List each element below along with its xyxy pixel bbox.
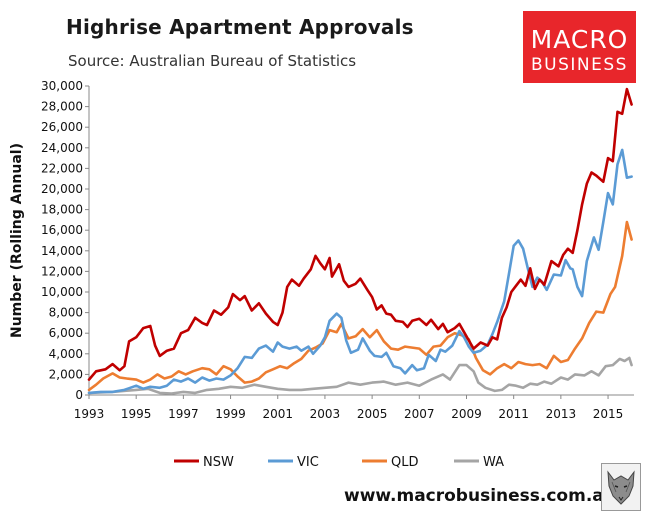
x-tick-label: 1997 — [168, 407, 199, 421]
x-tick-label: 2003 — [310, 407, 341, 421]
y-tick-label: 26,000 — [41, 120, 83, 134]
x-tick-label: 1995 — [121, 407, 152, 421]
y-tick-label: 6,000 — [49, 326, 83, 340]
y-tick-label: 28,000 — [41, 100, 83, 114]
series-line-vic — [87, 148, 633, 395]
y-tick-label: 2,000 — [49, 367, 83, 381]
series-line-wa — [87, 356, 633, 395]
legend-label-nsw: NSW — [203, 455, 234, 470]
x-tick-label: 2009 — [451, 407, 482, 421]
legend-label-wa: WA — [483, 455, 504, 470]
y-tick-label: 22,000 — [41, 161, 83, 175]
y-tick-label: 8,000 — [49, 306, 83, 320]
x-tick-label: 2015 — [593, 407, 624, 421]
y-tick-label: 4,000 — [49, 347, 83, 361]
series-line-nsw — [87, 87, 633, 381]
y-tick-label: 0 — [75, 388, 83, 402]
y-tick-label: 24,000 — [41, 141, 83, 155]
website-url: www.macrobusiness.com.au — [344, 486, 616, 506]
logo-line-macro: MACRO — [530, 25, 629, 54]
logo-line-business: BUSINESS — [531, 55, 628, 75]
y-tick-label: 18,000 — [41, 203, 83, 217]
x-tick-label: 2005 — [357, 407, 388, 421]
x-tick-label: 2013 — [546, 407, 577, 421]
macrobusiness-logo: MACRO BUSINESS — [523, 11, 636, 83]
chart-title: Highrise Apartment Approvals — [66, 15, 414, 39]
y-tick-label: 14,000 — [41, 244, 83, 258]
legend-label-vic: VIC — [297, 455, 319, 470]
x-tick-label: 2011 — [498, 407, 529, 421]
y-axis-label: Number (Rolling Annual) — [9, 143, 25, 338]
x-tick-label: 1993 — [74, 407, 105, 421]
series-line-qld — [87, 220, 633, 392]
y-tick-label: 10,000 — [41, 285, 83, 299]
chart-subtitle: Source: Australian Bureau of Statistics — [68, 52, 357, 70]
x-tick-label: 2001 — [262, 407, 293, 421]
y-tick-label: 20,000 — [41, 182, 83, 196]
x-tick-label: 1999 — [215, 407, 246, 421]
legend-label-qld: QLD — [391, 455, 419, 470]
wolf-logo-icon — [601, 463, 641, 511]
y-tick-label: 12,000 — [41, 264, 83, 278]
y-tick-label: 16,000 — [41, 223, 83, 237]
y-tick-label: 30,000 — [41, 79, 83, 93]
x-tick-label: 2007 — [404, 407, 435, 421]
